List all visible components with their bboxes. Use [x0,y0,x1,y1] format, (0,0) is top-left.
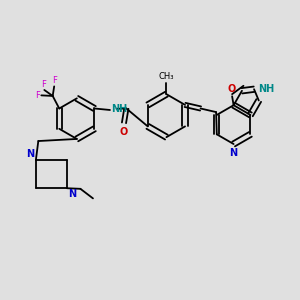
Text: N: N [68,189,76,199]
Text: CH₃: CH₃ [159,72,174,81]
Text: NH: NH [258,84,274,94]
Text: F: F [41,80,46,89]
Text: N: N [230,148,238,158]
Text: NH: NH [111,104,127,114]
Text: O: O [227,84,236,94]
Text: O: O [120,127,128,137]
Text: F: F [35,91,40,100]
Text: F: F [52,76,57,85]
Text: N: N [26,149,34,159]
